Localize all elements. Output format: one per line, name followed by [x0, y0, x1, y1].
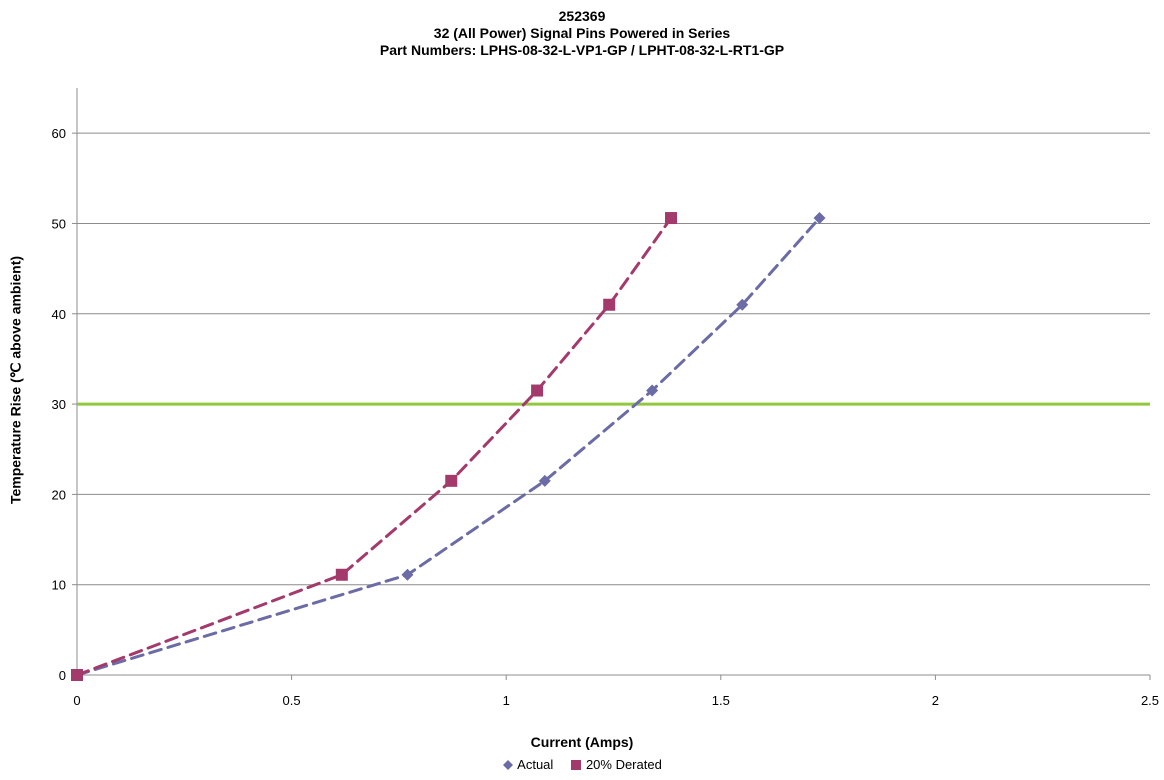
data-point-actual-4	[736, 298, 749, 311]
x-axis-label: Current (Amps)	[530, 734, 634, 750]
diamond-marker-icon	[503, 759, 514, 770]
y-tick-label-4: 40	[52, 307, 66, 322]
x-tick-label-0: 0	[73, 693, 80, 708]
y-tick-label-6: 60	[52, 126, 66, 141]
series-line-derated	[75, 216, 673, 677]
chart-title-line-2: 32 (All Power) Signal Pins Powered in Se…	[433, 25, 731, 41]
data-point-actual-3	[646, 384, 659, 397]
legend-label-actual: Actual	[517, 757, 554, 772]
chart-title-line-1: 252369	[558, 8, 606, 24]
data-point-derated-0	[71, 669, 83, 681]
x-tick-label-1: 0.5	[283, 693, 301, 708]
legend-item-actual: Actual	[502, 757, 553, 772]
data-point-actual-1	[401, 568, 414, 581]
data-point-actual-5	[813, 212, 826, 225]
data-point-derated-2	[445, 474, 458, 487]
y-tick-label-2: 20	[52, 487, 66, 502]
square-marker-icon	[570, 759, 581, 770]
y-tick-label-3: 30	[52, 397, 66, 412]
legend-label-derated: 20% Derated	[585, 757, 662, 772]
x-tick-label-2: 1	[503, 693, 510, 708]
chart-title-line-3: Part Numbers: LPHS-08-32-L-VP1-GP / LPHT…	[379, 42, 785, 58]
data-point-actual-2	[538, 474, 551, 487]
x-tick-label-3: 1.5	[712, 693, 730, 708]
y-tick-label-1: 10	[52, 578, 66, 593]
y-tick-label-0: 0	[59, 668, 66, 683]
series-line-actual	[75, 216, 822, 677]
data-point-derated-4	[603, 298, 616, 311]
x-tick-label-5: 2.5	[1141, 693, 1159, 708]
chart-legend: Actual 20% Derated	[0, 757, 1164, 774]
data-point-derated-3	[531, 384, 544, 397]
y-tick-label-5: 50	[52, 216, 66, 231]
x-tick-label-4: 2	[932, 693, 939, 708]
data-point-derated-5	[665, 212, 678, 225]
legend-item-derated: 20% Derated	[569, 757, 662, 772]
y-axis-label: Temperature Rise (℃ above ambient)	[7, 255, 24, 505]
data-point-derated-1	[335, 568, 348, 581]
